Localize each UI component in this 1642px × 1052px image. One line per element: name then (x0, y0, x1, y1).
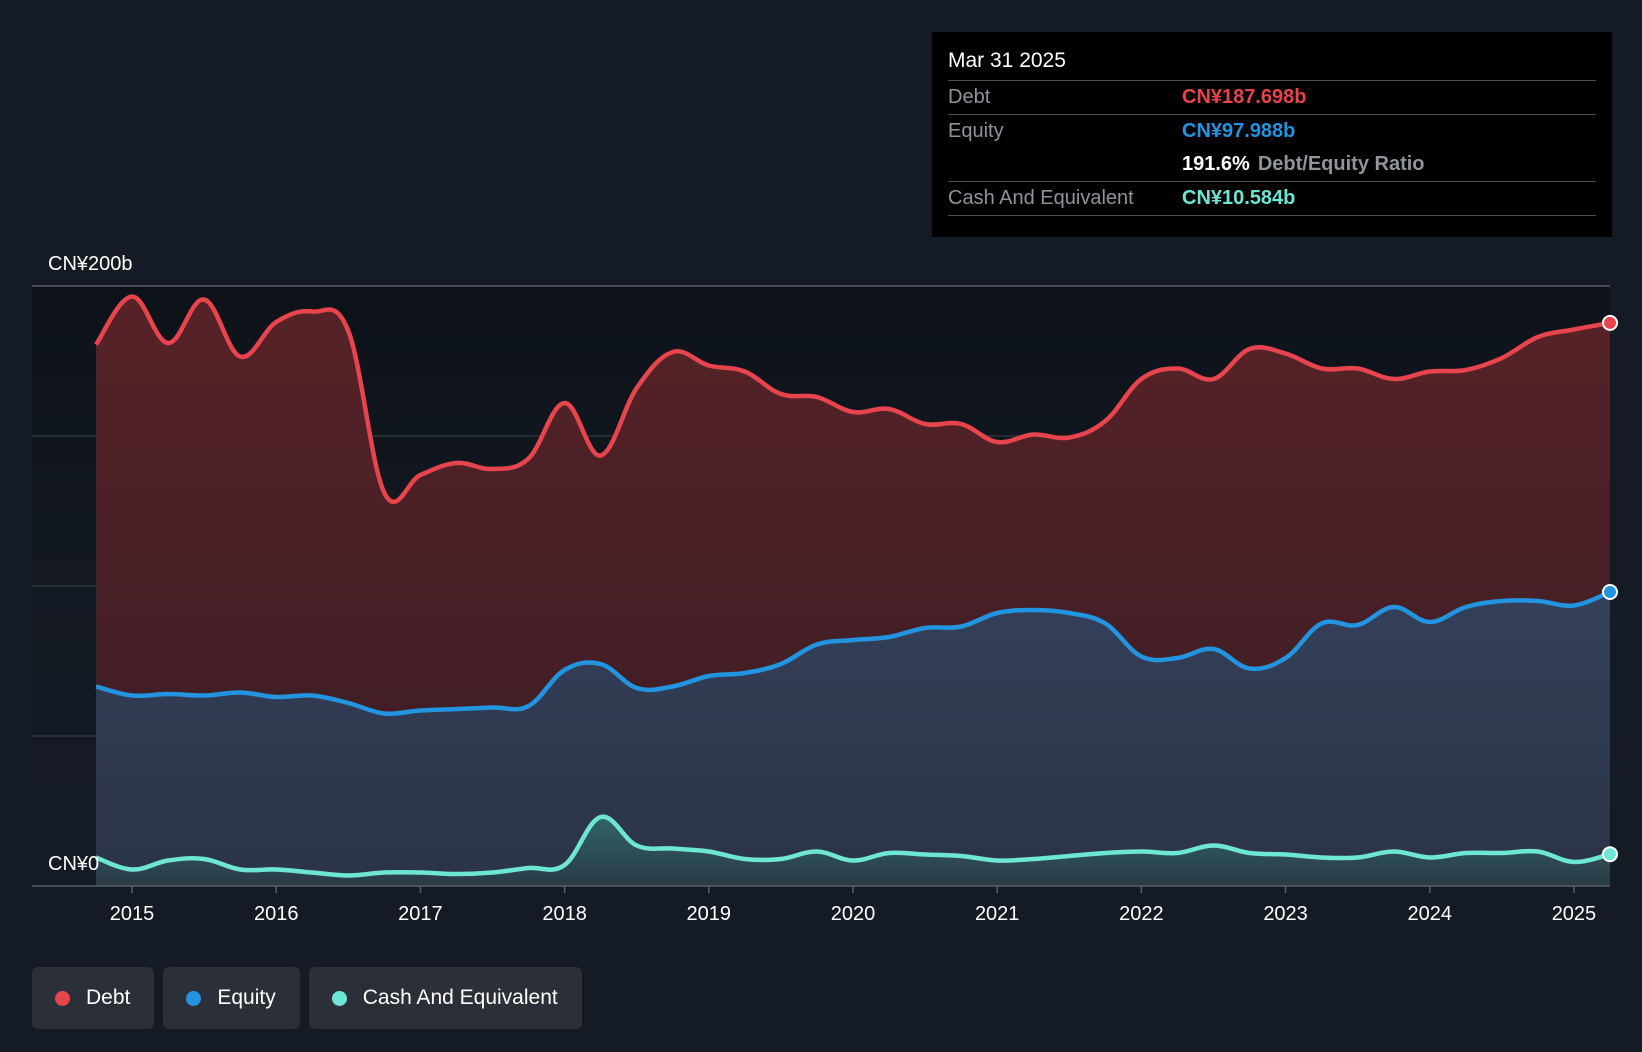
equity-end-marker (1602, 584, 1618, 600)
equity-area (96, 592, 1610, 886)
tooltip-panel: Mar 31 2025 Debt CN¥187.698b Equity CN¥9… (932, 32, 1612, 237)
tooltip-date: Mar 31 2025 (948, 49, 1066, 72)
legend-item-debt[interactable]: Debt (32, 967, 155, 1029)
x-tick-label: 2025 (1552, 903, 1597, 925)
x-tick-label: 2022 (1119, 903, 1164, 925)
x-tick-label: 2015 (110, 903, 155, 925)
legend-cash-dot-icon (331, 990, 347, 1006)
tooltip-equity-label: Equity (948, 120, 1004, 142)
cash-line (95, 814, 1611, 878)
legend-debt-dot-icon (55, 990, 70, 1006)
cash-area (96, 816, 1610, 886)
x-tick-label: 2020 (831, 903, 876, 925)
legend-cash-label: Cash And Equivalent (362, 986, 558, 1009)
tooltip-row-debt: Debt CN¥187.698b (948, 80, 1596, 114)
x-tick-label: 2019 (687, 903, 732, 925)
tooltip-row-ratio: 191.6% Debt/Equity Ratio (948, 148, 1596, 181)
legend-item-cash[interactable]: Cash And Equivalent (308, 967, 582, 1029)
tooltip-debt-value: CN¥187.698b (1182, 86, 1307, 108)
tooltip-cash-value: CN¥10.584b (1182, 187, 1296, 209)
tooltip-row-equity: Equity CN¥97.988b (948, 114, 1596, 148)
legend-debt-label: Debt (86, 986, 131, 1009)
legend-item-equity[interactable]: Equity (163, 967, 300, 1029)
equity-line (95, 589, 1611, 717)
legend: Debt Equity Cash And Equivalent (32, 967, 582, 1029)
tooltip-row-cash: Cash And Equivalent CN¥10.584b (948, 181, 1596, 216)
cash-end-marker (1602, 846, 1618, 863)
x-tick-label: 2021 (975, 903, 1020, 925)
y-tick-label: CN¥0 (48, 853, 99, 875)
tooltip-cash-label: Cash And Equivalent (948, 187, 1134, 209)
x-tick-label: 2017 (398, 903, 443, 925)
debt-line (94, 294, 1611, 504)
y-tick-label: CN¥200b (48, 253, 133, 275)
tooltip-ratio-label: Debt/Equity Ratio (1257, 153, 1425, 175)
tooltip-ratio-value: 191.6% (1182, 153, 1250, 175)
tooltip-debt-label: Debt (948, 86, 991, 108)
tooltip-equity-value: CN¥97.988b (1182, 120, 1296, 142)
debt-end-marker (1602, 314, 1618, 331)
x-tick-label: 2024 (1408, 903, 1453, 925)
legend-equity-label: Equity (217, 986, 276, 1009)
legend-equity-dot-icon (186, 990, 202, 1006)
x-tick-label: 2016 (254, 903, 299, 925)
x-tick-label: 2023 (1263, 903, 1308, 925)
x-tick-label: 2018 (542, 903, 587, 925)
